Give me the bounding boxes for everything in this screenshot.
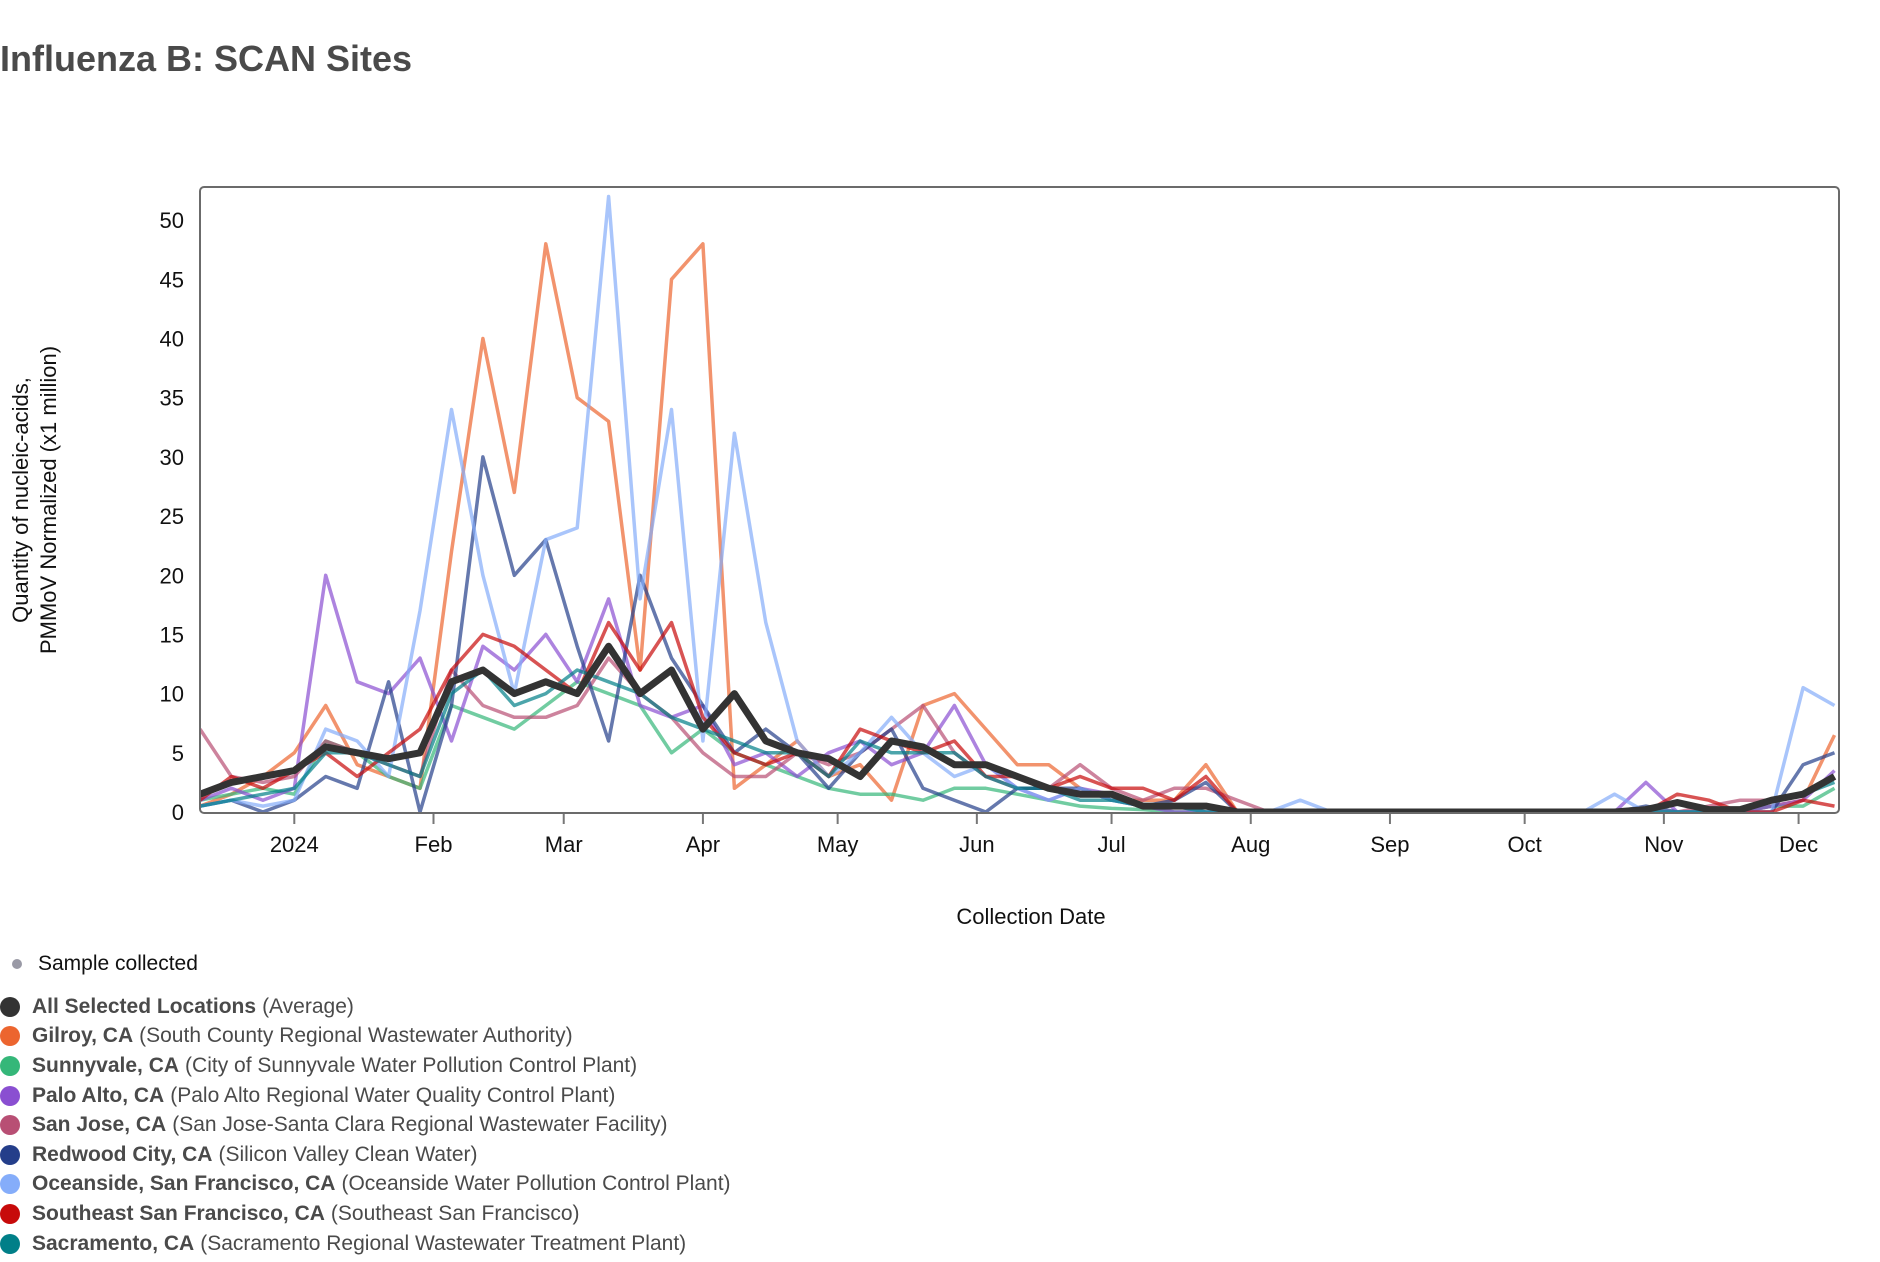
y-tick-label: 40 [160, 327, 184, 352]
legend-facility: (Average) [262, 994, 354, 1018]
x-axis: 2024 Feb Mar Apr May Jun Jul Aug Sep Oct Nov Dec [270, 813, 1818, 857]
x-tick-label: Apr [686, 832, 720, 857]
y-tick-label: 20 [160, 563, 184, 588]
legend-color-dot-icon [0, 1026, 20, 1047]
legend-color-dot-icon [0, 1085, 20, 1106]
legend: Sample collected All Selected Locations(… [0, 948, 731, 1258]
chart: 0 5 10 15 20 25 30 35 40 45 50 2024 Feb Mar Apr May Jun… [8, 186, 1840, 929]
x-tick-label: 2024 [270, 832, 319, 857]
y-tick-label: 5 [172, 741, 184, 766]
legend-location: Redwood City, CA [32, 1142, 213, 1166]
y-axis-title-line1: Quantity of nucleic-acids, [8, 377, 33, 623]
legend-color-dot-icon [0, 1115, 20, 1136]
y-tick-label: 15 [160, 622, 184, 647]
legend-facility: (Oceanside Water Pollution Control Plant… [341, 1172, 731, 1196]
y-axis: 0 5 10 15 20 25 30 35 40 45 50 [160, 208, 184, 825]
legend-facility: (Southeast San Francisco) [330, 1201, 580, 1225]
x-tick-label: Dec [1779, 832, 1818, 857]
legend-facility: (Silicon Valley Clean Water) [218, 1142, 478, 1166]
x-tick-label: Feb [415, 832, 453, 857]
legend-facility: (South County Regional Wastewater Author… [139, 1024, 573, 1048]
legend-location: Oceanside, San Francisco, CA [32, 1172, 336, 1196]
legend-color-dot-icon [0, 1203, 20, 1224]
x-tick-label: Jun [959, 832, 994, 857]
sample-label: Sample collected [38, 952, 198, 975]
legend-location: Sunnyvale, CA [32, 1053, 180, 1077]
series-line-redwood-city-ca[interactable] [200, 455, 1836, 814]
legend-sample-collected: Sample collected [0, 948, 731, 980]
legend-location: Palo Alto, CA [32, 1083, 165, 1107]
legend-item[interactable]: Southeast San Francisco, CA (Southeast Sa… [0, 1199, 731, 1229]
legend-facility: (Palo Alto Regional Water Quality Contro… [170, 1083, 616, 1107]
y-tick-label: 35 [160, 386, 184, 411]
legend-item[interactable]: Sunnyvale, CA (City of Sunnyvale Water Po… [0, 1051, 731, 1081]
legend-location: Sacramento, CA [32, 1231, 195, 1255]
legend-item[interactable]: Oceanside, San Francisco, CA (Oceanside W… [0, 1170, 731, 1200]
x-axis-title: Collection Date [956, 904, 1105, 929]
legend-item[interactable]: Sacramento, CA (Sacramento Regional Waste… [0, 1229, 731, 1259]
legend-color-dot-icon [0, 1144, 20, 1165]
legend-item[interactable]: Gilroy, CA (South County Regional Wastewa… [0, 1022, 731, 1052]
legend-color-dot-icon [0, 996, 20, 1017]
x-tick-label: Jul [1097, 832, 1125, 857]
page-title: Influenza B: SCAN Sites [0, 38, 413, 79]
y-tick-label: 0 [172, 800, 184, 825]
legend-color-dot-icon [0, 1055, 20, 1076]
legend-location: All Selected Locations [32, 994, 257, 1018]
legend-facility: (San Jose-Santa Clara Regional Wastewate… [172, 1113, 668, 1137]
legend-location: Gilroy, CA [32, 1024, 134, 1048]
y-tick-label: 25 [160, 504, 184, 529]
x-tick-label: Aug [1231, 832, 1270, 857]
series-lines [200, 194, 1837, 814]
legend-item[interactable]: San Jose, CA (San Jose-Santa Clara Region… [0, 1110, 731, 1140]
legend-facility: (Sacramento Regional Wastewater Treatmen… [200, 1231, 687, 1255]
y-tick-label: 30 [160, 445, 184, 470]
x-tick-label: May [817, 832, 859, 857]
x-tick-label: Sep [1370, 832, 1409, 857]
legend-location: Southeast San Francisco, CA [32, 1201, 325, 1225]
y-tick-label: 45 [160, 267, 184, 292]
y-tick-label: 50 [160, 208, 184, 233]
legend-item[interactable]: Redwood City, CA (Silicon Valley Clean Wa… [0, 1140, 731, 1170]
legend-item[interactable]: All Selected Locations (Average) [0, 992, 731, 1022]
y-axis-title-line2: PMMoV Normalized (x1 million) [36, 346, 61, 654]
legend-color-dot-icon [0, 1174, 20, 1195]
x-tick-label: Mar [545, 832, 583, 857]
legend-item[interactable]: Palo Alto, CA (Palo Alto Regional Water Q… [0, 1081, 731, 1111]
x-tick-label: Oct [1508, 832, 1542, 857]
legend-facility: (City of Sunnyvale Water Pollution Contr… [185, 1053, 638, 1077]
y-tick-label: 10 [160, 682, 184, 707]
x-tick-label: Nov [1644, 832, 1683, 857]
legend-location: San Jose, CA [32, 1113, 167, 1137]
plot-frame [199, 186, 1840, 814]
sample-dot-icon [12, 959, 22, 969]
legend-color-dot-icon [0, 1233, 20, 1254]
